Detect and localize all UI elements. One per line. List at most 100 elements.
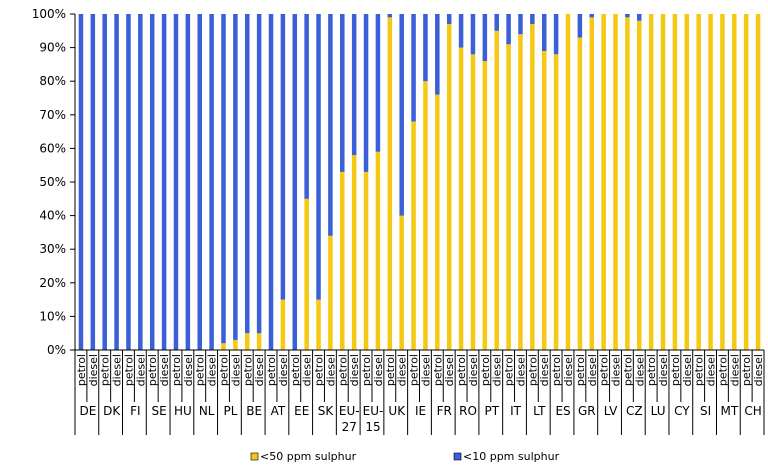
y-tick-label: 30%: [39, 242, 66, 256]
bar-segment-below10: [126, 14, 131, 350]
bar-segment-below10: [411, 14, 416, 122]
fuel-label: petrol: [289, 354, 302, 386]
bars-layer: [78, 14, 761, 351]
bar-segment-below50: [363, 171, 369, 350]
country-label: IT: [510, 404, 522, 418]
fuel-label: petrol: [669, 354, 682, 386]
fuel-label: petrol: [503, 354, 516, 386]
bar-segment-below10: [256, 14, 262, 334]
fuel-label: petrol: [241, 354, 254, 386]
fuel-label: diesel: [348, 354, 361, 386]
bar-segment-below10: [209, 14, 214, 350]
fuel-label: diesel: [491, 354, 504, 386]
bar-segment-below10: [530, 14, 535, 25]
legend-swatch: [250, 452, 259, 461]
fuel-label: diesel: [182, 354, 195, 386]
fuel-label: diesel: [538, 354, 551, 386]
bar-segment-below50: [541, 50, 547, 351]
fuel-label: petrol: [598, 354, 611, 386]
country-label: NL: [199, 404, 215, 418]
country-label: SI: [700, 404, 711, 418]
bar-segment-below10: [482, 14, 488, 62]
bar-segment-below10: [446, 14, 452, 25]
fuel-label: petrol: [550, 354, 563, 386]
bar-segment-below50: [423, 81, 428, 350]
y-tick-label: 80%: [39, 74, 66, 88]
fuel-label: diesel: [610, 354, 623, 386]
fuel-label: petrol: [693, 354, 706, 386]
fuel-label: petrol: [217, 354, 230, 386]
fuel-label: petrol: [75, 354, 88, 386]
fuel-label: diesel: [324, 354, 337, 386]
country-label: CZ: [626, 404, 643, 418]
bar-segment-below10: [435, 14, 440, 95]
y-tick-label: 100%: [32, 7, 66, 21]
fuel-label: diesel: [752, 354, 765, 386]
bar-segment-below10: [244, 14, 250, 334]
country-label: EU-: [363, 404, 384, 418]
bar-segment-below10: [78, 14, 84, 350]
bar-segment-below50: [684, 14, 690, 350]
bar-segment-below10: [637, 14, 642, 21]
bar-segment-below50: [244, 333, 250, 350]
bar-segment-below50: [589, 17, 595, 351]
fuel-label: diesel: [657, 354, 670, 386]
bar-segment-below10: [541, 14, 547, 51]
bar-segment-below10: [625, 14, 630, 18]
bar-segment-below10: [197, 14, 202, 350]
bar-segment-below10: [375, 14, 381, 152]
bar-segment-below50: [660, 14, 666, 350]
fuel-label: diesel: [728, 354, 741, 386]
legend-label: <50 ppm sulphur: [260, 450, 357, 463]
bar-segment-below50: [233, 339, 238, 350]
legend: <50 ppm sulphur <10 ppm sulphur: [250, 450, 560, 463]
fuel-label: diesel: [134, 354, 147, 386]
bar-segment-below50: [577, 37, 583, 351]
bar-segment-below50: [518, 34, 523, 350]
fuel-label: petrol: [431, 354, 444, 386]
bar-segment-below10: [363, 14, 369, 172]
fuel-label: petrol: [265, 354, 278, 386]
bar-segment-below50: [672, 14, 678, 350]
country-label: LT: [533, 404, 546, 418]
country-label: FR: [437, 404, 452, 418]
bar-segment-below10: [280, 14, 286, 300]
bar-segment-below50: [351, 155, 357, 350]
fuel-label: diesel: [443, 354, 456, 386]
country-label: RO: [459, 404, 477, 418]
legend-swatch: [453, 452, 462, 461]
bar-segment-below10: [506, 14, 511, 45]
fuel-label: petrol: [574, 354, 587, 386]
y-tick-label: 70%: [39, 108, 66, 122]
fuel-label: diesel: [372, 354, 385, 386]
bar-segment-below10: [304, 14, 309, 199]
country-label: LU: [651, 404, 666, 418]
fuel-label: diesel: [633, 354, 646, 386]
bar-segment-below50: [743, 14, 749, 350]
bar-segment-below10: [102, 14, 107, 350]
bar-segment-below50: [340, 171, 345, 350]
fuel-label: petrol: [621, 354, 634, 386]
fuel-label: diesel: [586, 354, 599, 386]
y-tick-label: 50%: [39, 175, 66, 189]
fuel-label: diesel: [111, 354, 124, 386]
bar-segment-below50: [601, 14, 606, 350]
bar-segment-below50: [328, 235, 333, 350]
bar-segment-below10: [328, 14, 333, 236]
country-label-line2: 15: [365, 420, 380, 434]
fuel-label: petrol: [194, 354, 207, 386]
country-label: UK: [388, 404, 406, 418]
bar-segment-below10: [577, 14, 583, 38]
bar-segment-below10: [90, 14, 96, 350]
country-label: SK: [318, 404, 335, 418]
bar-segment-below50: [553, 54, 559, 350]
fuel-label: petrol: [99, 354, 112, 386]
fuel-label: diesel: [253, 354, 266, 386]
fuel-label: petrol: [384, 354, 397, 386]
axes-layer: 0%10%20%30%40%50%60%70%80%90%100%petrold…: [32, 7, 765, 435]
bar-segment-below10: [268, 14, 274, 350]
country-label: DE: [79, 404, 96, 418]
bar-segment-below50: [530, 24, 535, 351]
y-tick-label: 20%: [39, 276, 66, 290]
country-label: PT: [484, 404, 499, 418]
